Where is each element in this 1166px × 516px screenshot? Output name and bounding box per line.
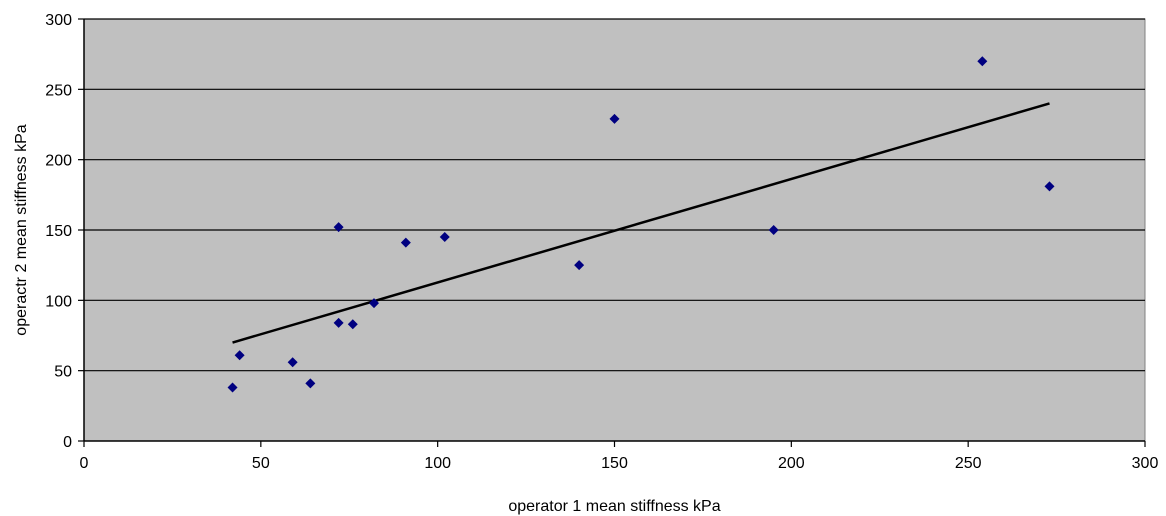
x-tick-label: 50 [252, 455, 270, 472]
y-tick-label: 150 [45, 223, 72, 240]
data-point [768, 225, 779, 235]
trendline-group [232, 102, 1050, 344]
x-tick-label: 250 [955, 455, 982, 472]
x-tick-labels: 0 50 100 150 200 250 300 [80, 455, 1159, 472]
x-axis [83, 440, 1146, 447]
x-tick-label: 300 [1132, 455, 1159, 472]
x-tick-label: 200 [778, 455, 805, 472]
data-point [234, 350, 245, 361]
data-point [347, 319, 358, 330]
y-tick-label: 0 [63, 434, 72, 451]
data-point [609, 113, 620, 124]
x-tick-label: 0 [80, 455, 89, 472]
trendline [232, 102, 1050, 344]
data-point [369, 298, 380, 309]
data-point [227, 382, 238, 393]
gridlines [84, 18, 1145, 372]
x-axis-title: operator 1 mean stiffness kPa [508, 498, 720, 515]
data-point [333, 317, 344, 328]
data-point [574, 260, 585, 271]
y-tick-label: 200 [45, 153, 72, 170]
x-tick-label: 100 [424, 455, 451, 472]
data-point [287, 357, 298, 368]
data-points [227, 56, 1055, 393]
data-point [305, 378, 316, 389]
y-tick-label: 300 [45, 12, 72, 29]
data-point [333, 222, 344, 233]
x-tick-label: 150 [601, 455, 628, 472]
data-point [977, 56, 988, 67]
data-point [439, 232, 450, 243]
y-tick-label: 250 [45, 82, 72, 99]
y-axis [78, 18, 85, 442]
y-tick-label: 50 [54, 364, 72, 381]
data-point [1044, 181, 1055, 192]
y-tick-label: 100 [45, 293, 72, 310]
y-tick-labels: 0 50 100 150 200 250 300 [45, 12, 72, 451]
y-axis-title: operactr 2 mean stiffness kPa [13, 124, 30, 335]
data-point [400, 237, 411, 248]
